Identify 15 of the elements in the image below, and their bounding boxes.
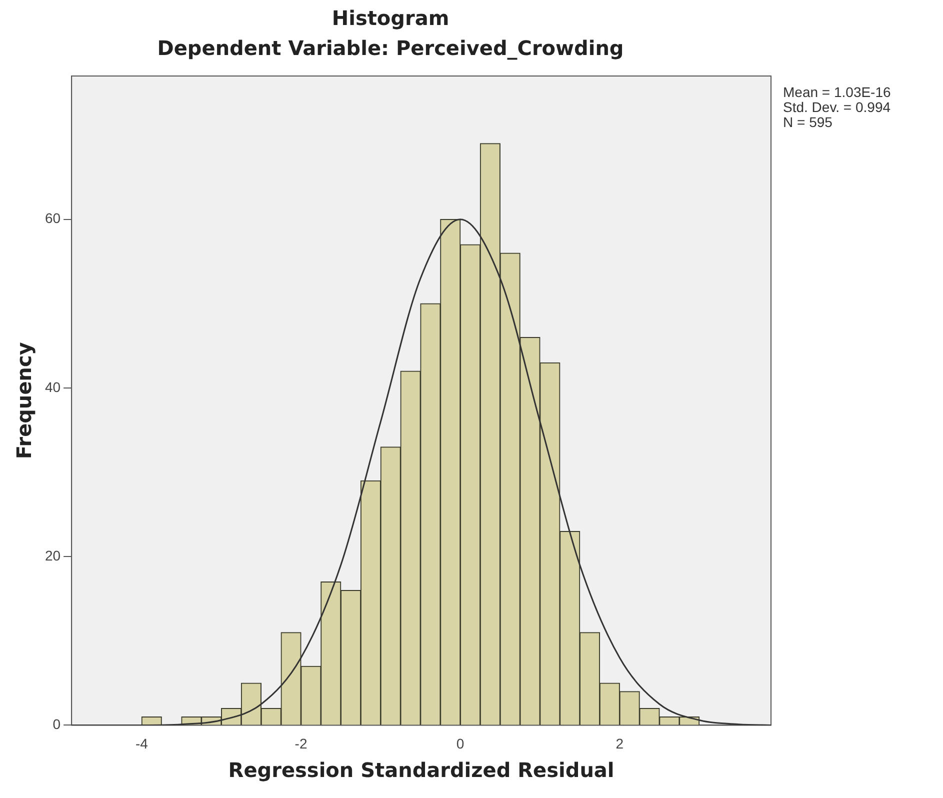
text: Std. Dev. = 0.994 — [783, 98, 891, 115]
y-axis-title: Frequency — [12, 342, 36, 460]
y-tick-label: 60 — [44, 210, 61, 226]
x-tick-label: -2 — [294, 735, 308, 752]
y-tick-label: 20 — [44, 547, 61, 564]
text: N = 595 — [783, 114, 833, 130]
text: Mean = 1.03E-16 — [783, 84, 892, 100]
x-axis-title: Regression Standardized Residual — [228, 758, 614, 782]
x-tick-label: 2 — [616, 735, 624, 752]
x-tick-label: -4 — [135, 735, 148, 752]
x-tick-label: 0 — [456, 735, 464, 752]
y-tick-label: 0 — [52, 716, 61, 732]
y-tick-label: 40 — [44, 378, 61, 395]
chart-subtitle: Dependent Variable: Perceived_Crowding — [157, 36, 624, 60]
chart-title: Histogram — [332, 6, 450, 30]
